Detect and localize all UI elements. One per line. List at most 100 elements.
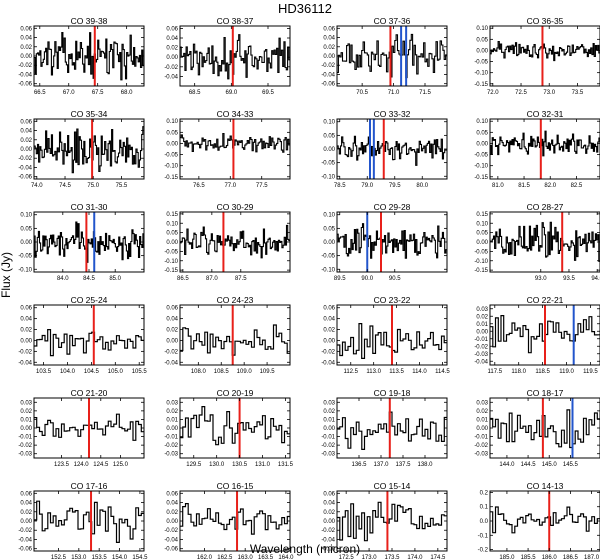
x-tick-label: 117.5 [487, 369, 502, 375]
y-tick-label: 0.05 [476, 130, 488, 136]
y-tick-label: -0.10 [164, 164, 178, 170]
x-tick-label: 82.5 [571, 183, 583, 189]
spectrum-line [490, 130, 600, 157]
y-tick-label: 0.00 [166, 55, 178, 61]
y-tick-label: -0.04 [474, 359, 488, 365]
y-tick-label: -0.04 [164, 74, 178, 80]
x-tick-label: 164.0 [278, 555, 294, 559]
y-tick-label: 0.06 [323, 306, 335, 312]
panel-co-21-20: CO 21-20 123.5 124.0 124.5 125.0 -0.03 -0.02 -0… [18, 388, 145, 468]
y-tick-label: 0.01 [476, 322, 488, 328]
spectrum-line [490, 40, 600, 62]
panel-title: CO 39-38 [71, 16, 108, 26]
y-tick-label: -0.06 [321, 547, 335, 553]
y-tick-label: 0.01 [323, 417, 335, 423]
y-tick-label: 0.06 [20, 26, 32, 32]
y-tick-label: 0.00 [166, 338, 178, 344]
y-tick-label: -0.02 [321, 63, 335, 69]
y-tick-label: 0.15 [166, 212, 178, 218]
panel-co-15-14: CO 15-14 172.5 173.0 173.5 174.0 174.5 -0.06 -0… [321, 481, 448, 559]
y-tick-label: 0.04 [20, 129, 32, 135]
y-tick-label: 0.06 [20, 306, 32, 312]
y-tick-label: -0.10 [474, 164, 488, 170]
x-tick-label: 163.5 [258, 555, 274, 559]
y-tick-label: 0.10 [20, 213, 32, 219]
x-tick-label: 152.5 [51, 555, 67, 559]
x-tick-label: 89.5 [334, 276, 346, 282]
spectrum-line [180, 34, 290, 80]
x-tick-label: 163.0 [238, 555, 254, 559]
y-tick-label: 0.00 [20, 519, 32, 525]
x-tick-label: 185.0 [499, 555, 515, 559]
y-axis-label: Flux (Jy) [0, 252, 13, 298]
x-tick-label: 76.5 [193, 183, 205, 189]
y-tick-label: 0.00 [323, 519, 335, 525]
panel-co-35-34: CO 35-34 74.0 74.5 75.0 75.5 -0.06 -0.04 -0.02 0… [18, 109, 145, 189]
panel-frame [336, 304, 448, 366]
panel-title: CO 31-30 [71, 202, 108, 212]
y-tick-label: 0.0 [480, 519, 489, 525]
y-tick-label: -0.04 [164, 537, 178, 543]
y-tick-label: -0.10 [321, 267, 335, 273]
y-tick-label: 0.00 [476, 329, 488, 335]
y-tick-label: 0.10 [476, 119, 488, 125]
x-tick-label: 77.0 [224, 183, 236, 189]
panel-title: CO 17-16 [71, 481, 108, 491]
y-tick-label: 0.00 [20, 426, 32, 432]
spectrum-line [337, 501, 447, 542]
x-tick-label: 131.5 [278, 462, 294, 468]
y-tick-label: -0.06 [164, 547, 178, 553]
x-tick-label: 69.0 [225, 90, 237, 96]
y-tick-label: 0.05 [476, 231, 488, 237]
x-tick-label: 70.5 [356, 90, 368, 96]
x-tick-label: 108.5 [214, 369, 230, 375]
y-tick-label: 0.03 [476, 400, 488, 406]
panel-co-39-38: CO 39-38 66.5 67.0 67.5 68.0 -0.06 -0.04 -0.02 0… [18, 16, 145, 96]
panel-title: CO 19-18 [374, 388, 411, 398]
panel-co-16-15: CO 16-15 162.0 162.5 163.0 163.5 164.0 -0.06 -0… [164, 481, 294, 559]
y-tick-label: -0.05 [474, 60, 488, 66]
y-tick-label: 0.02 [166, 328, 178, 334]
x-tick-label: 186.0 [542, 555, 558, 559]
y-tick-label: 0.10 [476, 221, 488, 227]
spectrum-line [34, 221, 144, 263]
x-tick-label: 136.5 [351, 462, 367, 468]
x-tick-label: 105.5 [132, 369, 148, 375]
y-tick-label: 0.10 [166, 221, 178, 227]
y-tick-label: -0.02 [474, 443, 488, 449]
x-tick-label: 153.0 [71, 555, 87, 559]
x-tick-label: 174.0 [407, 555, 423, 559]
y-tick-label: 0.06 [323, 491, 335, 497]
y-tick-label: 0.05 [323, 226, 335, 232]
y-tick-label: 0.03 [323, 400, 335, 406]
x-tick-label: 118.0 [511, 369, 526, 375]
y-tick-label: 0.02 [166, 46, 178, 52]
y-tick-label: 0.02 [323, 328, 335, 334]
y-tick-label: -0.05 [164, 153, 178, 159]
spectrum-line [490, 409, 600, 449]
y-tick-label: -0.05 [18, 254, 32, 260]
spectrum-line [34, 500, 144, 543]
panel-title: CO 21-20 [71, 388, 108, 398]
x-tick-label: 145.5 [563, 462, 579, 468]
y-tick-label: -0.06 [18, 547, 32, 553]
x-tick-label: 103.5 [36, 369, 52, 375]
y-tick-label: -0.03 [18, 452, 32, 458]
y-tick-label: 0.02 [20, 328, 32, 334]
panel-title: CO 35-34 [71, 109, 108, 119]
x-tick-label: 145.0 [542, 462, 558, 468]
panel-title: CO 22-21 [527, 295, 564, 305]
spectrum-line [337, 223, 447, 259]
spectrum-line [490, 506, 600, 534]
panel-title: CO 30-29 [217, 202, 254, 212]
y-tick-label: 0.00 [20, 338, 32, 344]
y-tick-label: 0.00 [20, 147, 32, 153]
spectrum-line [180, 224, 290, 259]
y-tick-label: 0.06 [20, 119, 32, 125]
y-tick-label: 0.00 [476, 141, 488, 147]
x-tick-label: 87.5 [235, 276, 247, 282]
y-tick-label: -0.02 [321, 349, 335, 355]
panel-title: CO 20-19 [217, 388, 254, 398]
